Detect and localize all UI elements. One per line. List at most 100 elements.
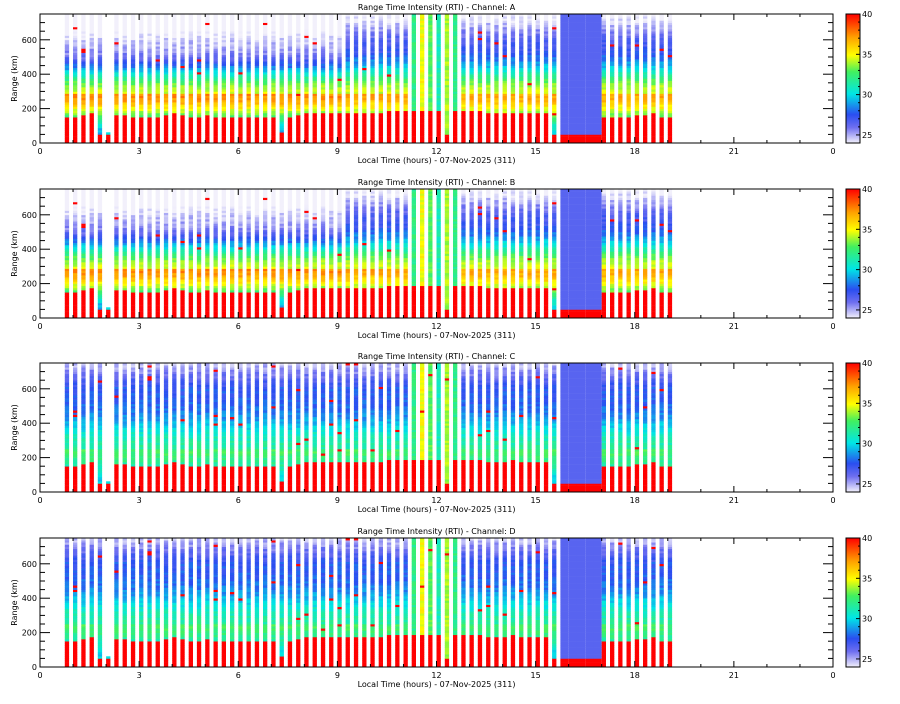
- rti-cell: [668, 44, 672, 46]
- rti-cell: [470, 61, 474, 63]
- rti-cell: [511, 115, 515, 117]
- rti-cell: [602, 124, 606, 126]
- rti-cell: [296, 38, 300, 40]
- rti-cell: [494, 94, 498, 96]
- rti-cell: [271, 102, 275, 104]
- rti-cell: [296, 76, 300, 78]
- rti-cell: [544, 57, 548, 59]
- rti-cell: [114, 215, 118, 217]
- rti-cell: [123, 79, 127, 81]
- rti-cell: [428, 66, 432, 68]
- rti-cell: [519, 74, 523, 76]
- rti-cell: [387, 27, 391, 29]
- rti-cell: [470, 74, 474, 76]
- rti-cell: [222, 23, 226, 25]
- rti-cell: [511, 29, 515, 31]
- rti-cell: [73, 33, 77, 35]
- rti-cell: [81, 57, 85, 59]
- rti-cell: [65, 271, 69, 273]
- rti-cell: [98, 299, 102, 301]
- rti-cell: [668, 81, 672, 83]
- rti-cell: [73, 94, 77, 96]
- rti-cell: [313, 83, 317, 85]
- rti-cell: [627, 117, 631, 119]
- rti-cell: [470, 18, 474, 20]
- rti-cell: [114, 202, 118, 204]
- rti-cell: [81, 299, 85, 301]
- rti-cell: [65, 213, 69, 215]
- rti-cell: [569, 104, 577, 106]
- rti-cell: [180, 122, 184, 124]
- rti-cell: [593, 46, 601, 48]
- rti-cell: [544, 79, 548, 81]
- rti-cell: [304, 38, 308, 40]
- rti-cell: [98, 40, 102, 42]
- rti-cell: [329, 27, 333, 29]
- rti-cell: [98, 46, 102, 48]
- rti-cell: [164, 29, 168, 31]
- rti-cell: [98, 208, 102, 210]
- rti-cell: [428, 76, 432, 78]
- rti-column: [420, 14, 424, 143]
- rti-cell: [65, 307, 69, 309]
- rti-cell: [288, 18, 292, 20]
- rti-cell: [139, 130, 143, 132]
- rti-cell: [90, 307, 94, 309]
- rti-cell: [370, 122, 374, 124]
- rti-cell: [445, 104, 449, 106]
- rti-cell: [172, 57, 176, 59]
- rti-cell: [205, 44, 209, 46]
- rti-cell: [593, 130, 601, 132]
- rti-cell: [189, 85, 193, 87]
- rti-cell: [387, 81, 391, 83]
- rti-cell: [610, 31, 614, 33]
- rti-cell: [627, 83, 631, 85]
- rti-cell: [172, 31, 176, 33]
- rti-cell: [114, 254, 118, 256]
- rti-cell: [511, 74, 515, 76]
- rti-column: [313, 14, 317, 143]
- rti-cell: [114, 124, 118, 126]
- rti-cell: [560, 68, 568, 70]
- rti-cell: [643, 48, 647, 50]
- rti-cell: [651, 104, 655, 106]
- rti-cell: [503, 91, 507, 93]
- rti-cell: [114, 219, 118, 221]
- rti-cell: [222, 91, 226, 93]
- rti-cell: [139, 36, 143, 38]
- rti-cell: [180, 51, 184, 53]
- rti-cell: [461, 104, 465, 106]
- rti-cell: [73, 59, 77, 61]
- rti-cell: [593, 74, 601, 76]
- rti-cell: [123, 126, 127, 128]
- rti-cell: [651, 23, 655, 25]
- rti-cell: [81, 115, 85, 117]
- panel-title: Range Time Intensity (RTI) - Channel: A: [358, 3, 516, 12]
- rti-cell: [337, 66, 341, 68]
- rti-cell: [139, 74, 143, 76]
- rti-cell: [437, 74, 441, 76]
- rti-cell: [346, 44, 350, 46]
- rti-cell: [288, 33, 292, 35]
- rti-cell: [98, 314, 102, 316]
- rti-cell: [189, 107, 193, 109]
- rti-cell: [106, 137, 110, 139]
- rti-cell: [313, 31, 317, 33]
- rti-cell: [263, 55, 267, 57]
- rti-cell: [618, 31, 622, 33]
- rti-cell: [65, 66, 69, 68]
- rti-cell: [164, 55, 168, 57]
- rti-cell: [90, 40, 94, 42]
- rti-cell: [147, 51, 151, 53]
- rti-cell: [114, 198, 118, 200]
- rti-cell: [428, 38, 432, 40]
- rti-cell: [395, 119, 399, 121]
- rti-cell: [313, 61, 317, 63]
- rti-cell: [189, 44, 193, 46]
- rti-cell: [147, 21, 151, 23]
- rti-cell: [337, 96, 341, 98]
- rti-cell: [156, 51, 160, 53]
- rti-cell: [164, 68, 168, 70]
- rti-cell: [370, 25, 374, 27]
- rti-cell: [114, 23, 118, 25]
